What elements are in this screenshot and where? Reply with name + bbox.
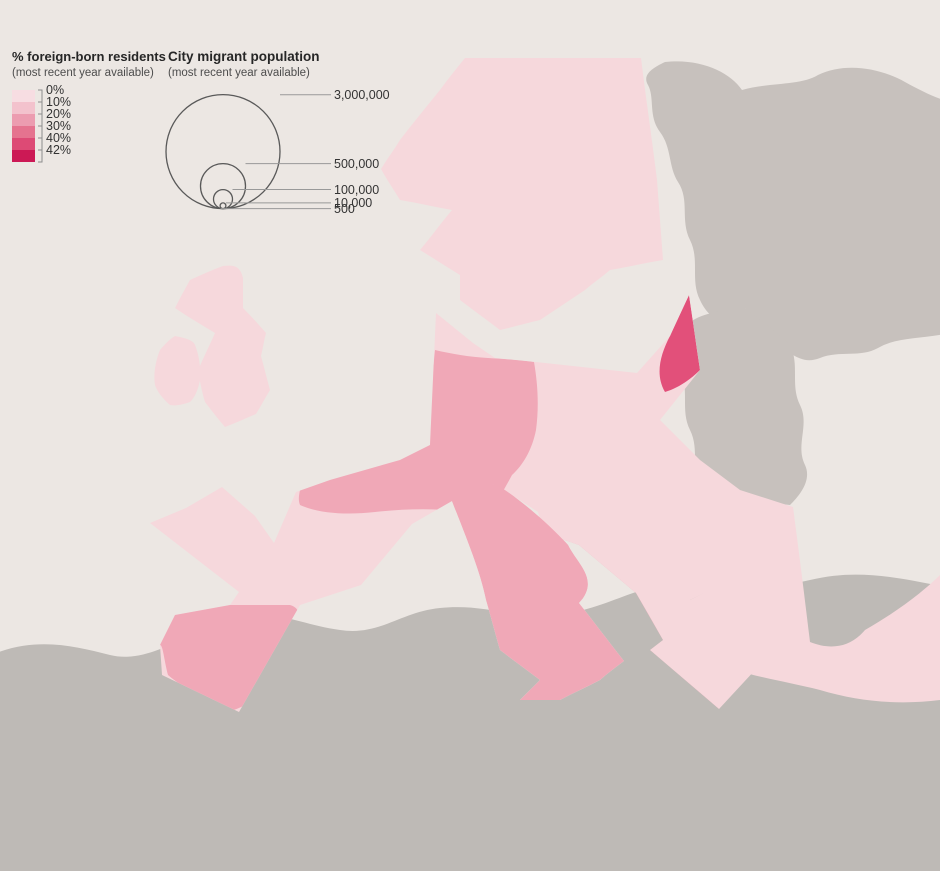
svg-text:500,000: 500,000 — [334, 157, 379, 171]
svg-text:500: 500 — [334, 202, 355, 216]
svg-text:3,000,000: 3,000,000 — [334, 88, 390, 102]
svg-text:% foreign-born residents: % foreign-born residents — [12, 49, 166, 64]
svg-text:(most recent year available): (most recent year available) — [168, 67, 310, 79]
svg-text:(most recent year available): (most recent year available) — [12, 67, 154, 79]
svg-text:100,000: 100,000 — [334, 183, 379, 197]
svg-text:City migrant population: City migrant population — [168, 49, 320, 64]
svg-text:42%: 42% — [46, 143, 71, 157]
